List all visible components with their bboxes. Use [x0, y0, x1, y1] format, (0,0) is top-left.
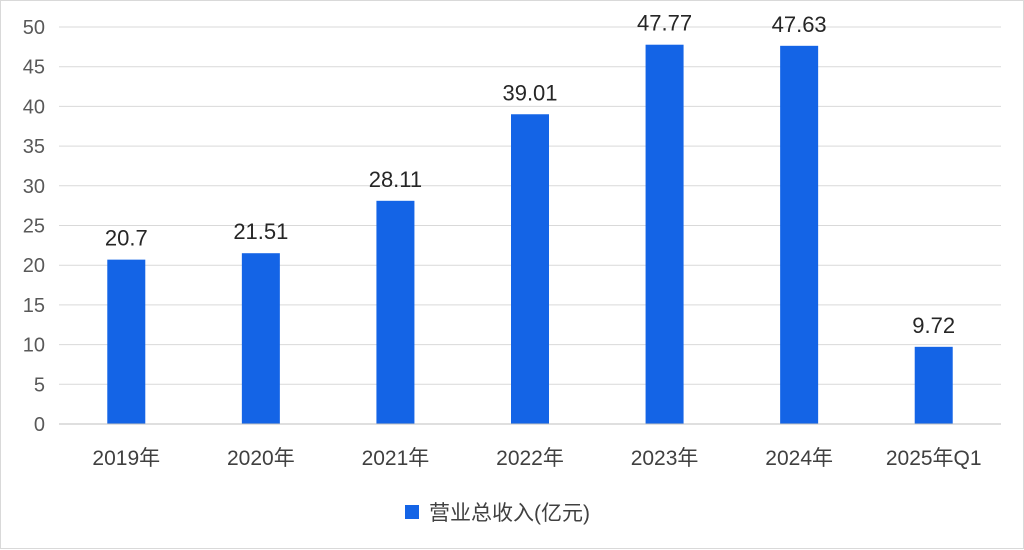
x-category-label: 2022年 — [496, 447, 564, 470]
legend: 营业总收入(亿元) — [405, 502, 590, 525]
x-category-label: 2021年 — [362, 447, 430, 470]
y-tick-label: 25 — [23, 216, 45, 238]
bar — [511, 114, 549, 425]
bar — [780, 45, 819, 424]
x-axis-categories: 2019年 2020年 2021年 2022年 2023年 2024年 2025年Q1 — [92, 447, 981, 470]
bar — [376, 200, 415, 424]
y-tick-label: 0 — [34, 414, 45, 436]
y-tick-label: 35 — [23, 136, 45, 158]
y-tick-label: 30 — [23, 176, 45, 198]
bar — [645, 44, 684, 424]
data-label: 9.72 — [912, 313, 955, 338]
y-tick-label: 45 — [23, 57, 45, 79]
data-label: 21.51 — [233, 219, 288, 244]
bars — [107, 44, 953, 425]
bar — [107, 259, 146, 424]
legend-swatch — [405, 505, 419, 519]
y-tick-label: 15 — [23, 295, 45, 317]
y-axis-ticks: 0 5 10 15 20 25 30 35 40 45 50 — [23, 17, 45, 436]
y-tick-label: 40 — [23, 96, 45, 118]
bar — [914, 346, 953, 424]
x-category-label: 2019年 — [92, 447, 160, 470]
data-labels: 20.7 21.51 28.11 39.01 47.77 47.63 9.72 — [105, 11, 955, 338]
bar — [241, 253, 280, 424]
y-tick-label: 10 — [23, 335, 45, 357]
legend-label: 营业总收入(亿元) — [429, 502, 590, 525]
data-label: 39.01 — [502, 80, 557, 105]
data-label: 47.63 — [772, 12, 827, 37]
y-tick-label: 50 — [23, 17, 45, 39]
x-category-label: 2025年Q1 — [886, 447, 982, 470]
x-category-label: 2020年 — [227, 447, 295, 470]
data-label: 20.7 — [105, 226, 148, 251]
x-category-label: 2024年 — [765, 447, 833, 470]
y-tick-label: 20 — [23, 255, 45, 277]
data-label: 28.11 — [369, 167, 422, 192]
y-tick-label: 5 — [34, 374, 45, 396]
x-category-label: 2023年 — [631, 447, 699, 470]
data-label: 47.77 — [637, 11, 692, 36]
